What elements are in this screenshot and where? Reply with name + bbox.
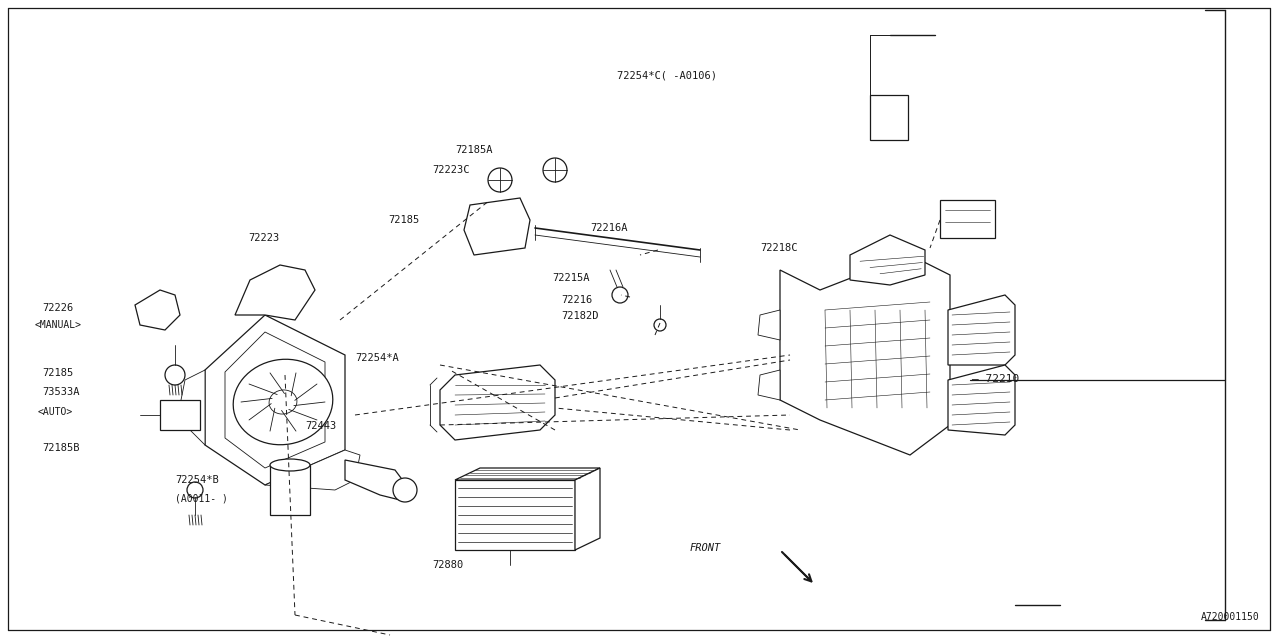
Polygon shape xyxy=(758,370,780,400)
Polygon shape xyxy=(850,235,925,285)
Text: 72880: 72880 xyxy=(433,560,463,570)
Polygon shape xyxy=(205,315,346,485)
Text: 72254*C( -A0106): 72254*C( -A0106) xyxy=(617,70,717,80)
Text: FRONT: FRONT xyxy=(690,543,721,553)
Text: A720001150: A720001150 xyxy=(1201,612,1260,622)
Text: 72215A: 72215A xyxy=(552,273,590,283)
Circle shape xyxy=(187,482,204,498)
Ellipse shape xyxy=(233,359,333,445)
Polygon shape xyxy=(948,365,1015,435)
Polygon shape xyxy=(454,468,600,480)
Circle shape xyxy=(488,168,512,192)
Text: 72216: 72216 xyxy=(561,295,593,305)
Polygon shape xyxy=(265,450,360,490)
Polygon shape xyxy=(780,255,950,455)
Polygon shape xyxy=(465,198,530,255)
Text: 73533A: 73533A xyxy=(42,387,79,397)
Circle shape xyxy=(393,478,417,502)
Polygon shape xyxy=(225,332,325,468)
Text: 72185: 72185 xyxy=(388,215,420,225)
Bar xyxy=(940,200,995,238)
Polygon shape xyxy=(758,310,780,340)
Text: 72216A: 72216A xyxy=(590,223,627,233)
Polygon shape xyxy=(236,265,315,320)
Text: 72185A: 72185A xyxy=(454,145,493,155)
Bar xyxy=(160,400,200,430)
Text: 72443: 72443 xyxy=(305,421,337,431)
Circle shape xyxy=(165,365,186,385)
Text: 72226: 72226 xyxy=(42,303,73,313)
Text: 72218C: 72218C xyxy=(760,243,797,253)
Polygon shape xyxy=(134,290,180,330)
Ellipse shape xyxy=(270,459,310,471)
Circle shape xyxy=(543,158,567,182)
Text: 72254*B: 72254*B xyxy=(175,475,219,485)
Text: 72223C: 72223C xyxy=(433,165,470,175)
Bar xyxy=(870,95,908,140)
Text: <MANUAL>: <MANUAL> xyxy=(35,320,82,330)
Circle shape xyxy=(612,287,628,303)
Text: 72185B: 72185B xyxy=(42,443,79,453)
Bar xyxy=(270,465,310,515)
Circle shape xyxy=(654,319,666,331)
Polygon shape xyxy=(440,365,556,440)
Text: 72185: 72185 xyxy=(42,368,73,378)
Polygon shape xyxy=(346,460,410,500)
Ellipse shape xyxy=(269,390,297,414)
Text: — 72210: — 72210 xyxy=(972,374,1019,384)
Text: (A0011- ): (A0011- ) xyxy=(175,493,228,503)
Text: 72254*A: 72254*A xyxy=(355,353,399,363)
Polygon shape xyxy=(575,468,600,550)
Text: <AUTO>: <AUTO> xyxy=(38,407,73,417)
Text: 72223: 72223 xyxy=(248,233,279,243)
Polygon shape xyxy=(948,295,1015,365)
Text: 72182D: 72182D xyxy=(561,311,599,321)
Polygon shape xyxy=(454,480,575,550)
Polygon shape xyxy=(180,370,205,445)
